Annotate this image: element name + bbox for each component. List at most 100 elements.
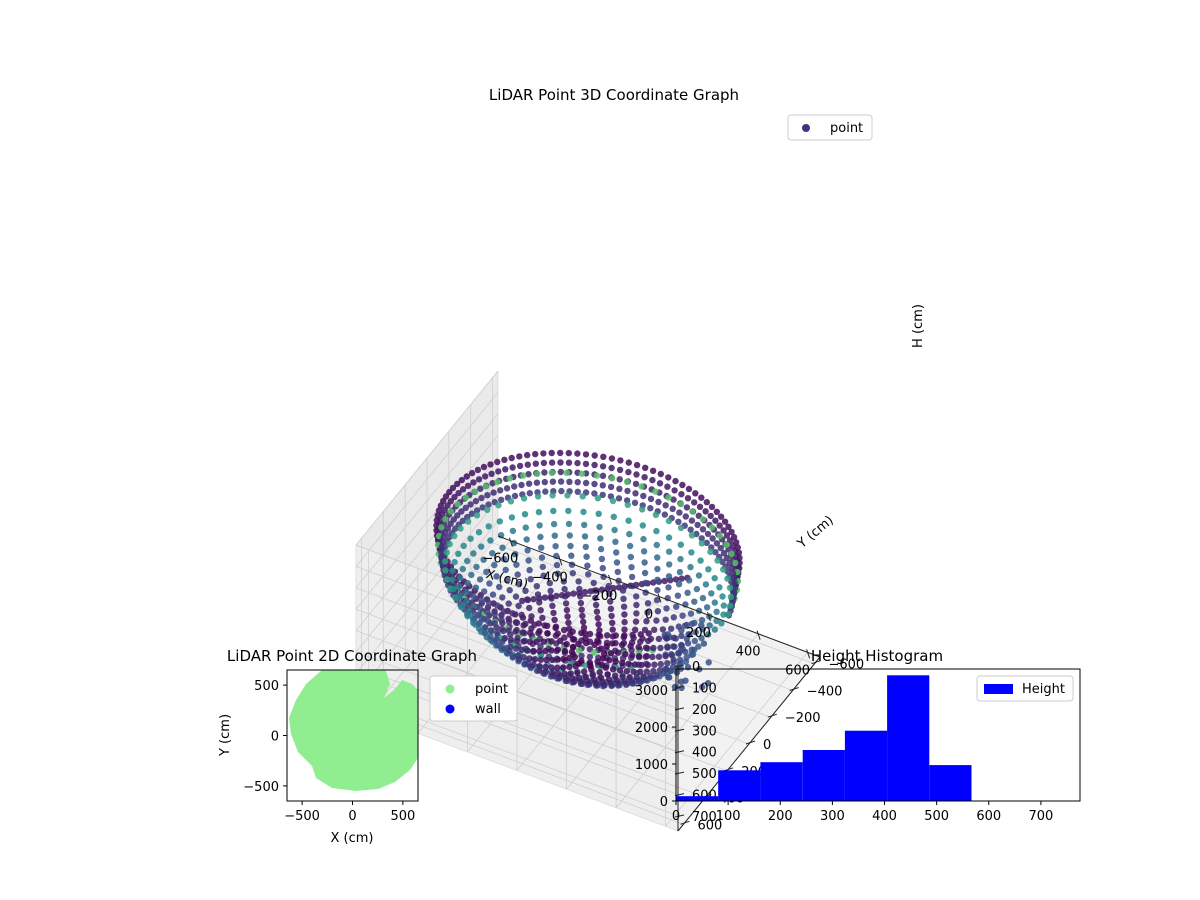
chart-3d-point [462,504,469,511]
chart-3d-point [549,656,556,664]
chart-3d-z-tick-label: 500 [692,767,717,782]
chart-3d-point [654,554,661,561]
chart-3d-point [539,563,546,571]
chart-3d-point [699,516,706,523]
chart-3d-point [469,616,477,623]
chart-3d-point [548,638,555,645]
chart-3d-point [571,653,579,661]
chart-3d-point [524,596,531,603]
chart-3d-point [612,538,619,545]
chart-3d-point [500,645,507,652]
chart-3d-point [553,592,560,600]
chart-3d-point [597,535,604,542]
chart-3d-point [599,472,607,479]
chart-3d-point [666,561,673,568]
chart-3d-x-tick-label: −600 [483,552,519,567]
chart-3d-point [504,577,511,584]
chart-3d-point [614,568,621,576]
histogram-legend-swatch [984,684,1013,694]
chart-3d-point [508,454,515,462]
chart-3d-point [612,672,619,679]
chart-3d-point [472,584,480,591]
chart-3d-point [632,626,639,633]
chart-3d-point [709,535,716,542]
chart-3d-point [586,653,594,661]
chart-3d-point [481,588,488,595]
chart-3d-point [565,449,572,457]
chart-3d-point [606,657,613,664]
chart-3d-point [475,476,483,483]
chart-3d-point [575,640,582,648]
chart-3d-point [622,651,629,658]
chart-3d-point [726,584,734,591]
chart-3d-point [653,617,660,624]
chart-3d-point [505,600,512,607]
chart-3d-point [594,495,602,502]
chart-3d-point [580,618,587,626]
chart-3d-point [713,540,721,547]
chart-3d-point [524,660,532,667]
chart-3d-point [480,556,487,563]
chart-3d-point [626,542,634,550]
chart-3d-point [720,527,727,534]
chart-3d-point [582,543,589,551]
chart-3d-point [526,566,533,574]
chart-3d-point [548,459,556,466]
chart-3d-point [491,561,498,569]
chart-3d-point [643,668,650,675]
chart-3d-point [470,593,477,600]
chart-3d-point [632,490,639,497]
chart-3d-point [446,488,453,496]
chart-3d-point [472,611,479,618]
chart-3d-point [531,621,538,628]
chart-3d-point [496,583,503,591]
chart-3d-y-tick-label: −200 [785,711,821,726]
chart-3d-point [639,635,646,642]
chart-3d-point [679,612,686,619]
chart-3d-point [625,459,632,466]
chart-3d-point [607,598,614,605]
chart-3d-point [494,458,501,466]
chart-3d-point [670,614,677,621]
chart-3d-point [550,520,558,528]
chart-3d-point [468,510,476,517]
chart-3d-point [533,479,541,486]
chart-3d-point [459,517,466,524]
chart-3d-point [464,518,472,525]
chart-3d-point [447,498,454,505]
histogram-x-tick-label: 600 [976,809,1001,824]
chart-3d-point [505,618,513,625]
chart-3d-point [475,529,483,536]
chart-3d-point [538,554,546,561]
chart-3d-point [502,566,509,574]
chart-3d-point [691,598,698,605]
chart-3d-point [671,643,678,650]
chart-3d-floor-gridline-x [566,614,709,790]
chart-3d-point [666,548,673,555]
chart-3d-x-tick [608,574,612,585]
chart-3d-point [565,520,573,528]
chart-3d-point [669,663,677,671]
chart-3d-point [458,508,465,515]
chart-3d-point [590,649,598,656]
chart-3d-point [467,501,474,508]
chart-3d-point [724,611,732,618]
chart-3d-point [624,487,631,495]
chart-3d-point [720,611,727,618]
chart-3d-point [609,640,616,647]
chart-3d-point [468,469,476,477]
chart-3d-point [515,602,522,609]
chart-3d-point [483,568,490,576]
chart-3d-point [719,558,726,565]
chart-3d-point [512,551,519,558]
chart-3d-point [607,605,615,612]
chart-3d-point [541,622,548,629]
chart-3d-point [579,493,586,500]
chart-3d-point [643,618,650,625]
chart-3d-point [678,491,685,498]
chart-3d-point [687,610,695,617]
chart-3d-point [574,479,581,486]
chart-3d-point [678,641,685,649]
chart-3d-point [449,484,457,492]
chart-3d-point [455,550,462,557]
